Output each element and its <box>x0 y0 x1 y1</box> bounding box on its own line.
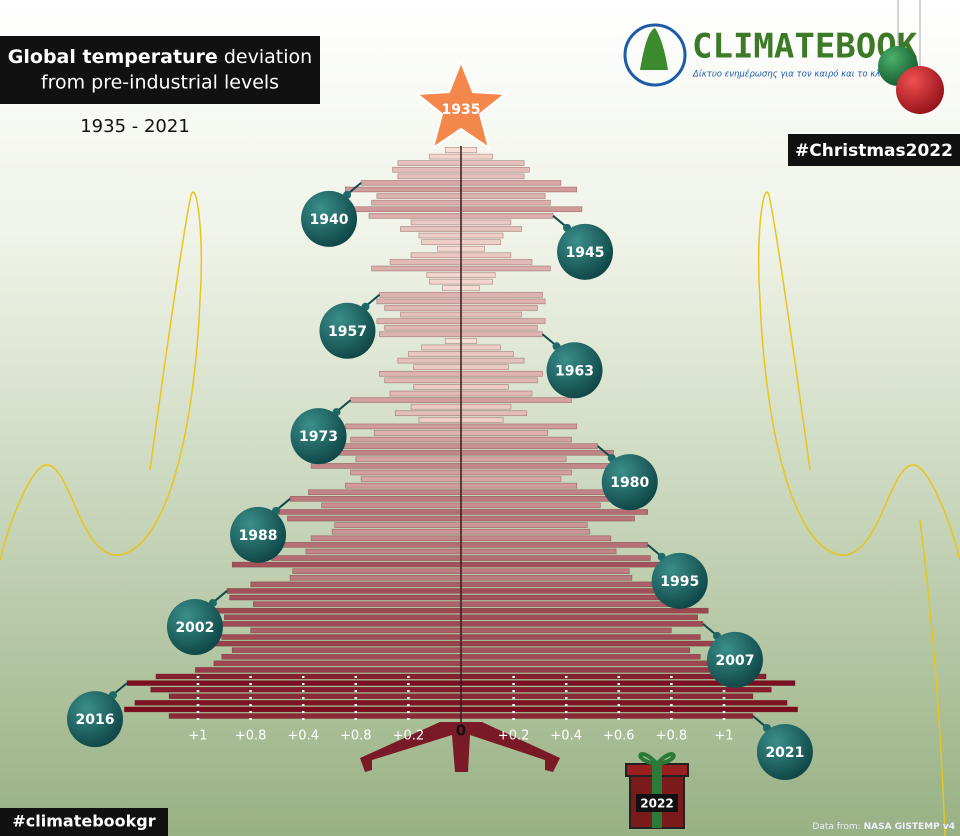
ornament <box>166 598 223 655</box>
source: Data from: NASA GISTEMP v4 <box>812 822 955 832</box>
title-box <box>0 36 320 104</box>
ornament-hook <box>552 215 566 227</box>
ornament-hook <box>541 333 556 346</box>
ornament-label: 1988 <box>239 528 278 544</box>
ornament <box>230 506 287 563</box>
x-tick-label: +0.2 <box>393 729 425 744</box>
ornament-label: 1957 <box>328 324 367 340</box>
ornament-label: 2016 <box>76 712 115 728</box>
ornament-label: 2007 <box>715 653 754 669</box>
hashtag-top: #Christmas2022 <box>795 141 953 161</box>
title-bold: Global temperature <box>8 46 218 68</box>
logo-tagline: Δίκτυο ενημέρωσης για τον καιρό και το κ… <box>692 69 895 80</box>
x-tick-label: +1 <box>714 729 733 744</box>
ornament-label: 1945 <box>566 245 605 261</box>
ornament <box>601 454 658 511</box>
x-tick-label: 0 <box>456 722 466 740</box>
ornament-label: 1963 <box>555 363 594 379</box>
overlay: +1 +0.8 +0.4 +0.8 +0.2 0 +0.2 +0.4 +0.6 +0.8 +1 194… <box>66 182 813 780</box>
ornament-label: 1940 <box>310 212 349 228</box>
ornament <box>557 223 614 280</box>
x-tick-label: +0.4 <box>287 729 319 744</box>
hashtag-bottom: #climatebookgr <box>12 812 155 831</box>
ornament <box>66 691 123 748</box>
ornament <box>546 342 603 399</box>
star-label: 1935 <box>442 102 481 118</box>
ornament-label: 1973 <box>299 429 338 445</box>
ornament-hook <box>214 590 228 602</box>
ornament-hook <box>337 399 352 411</box>
chart-title: Global temperature deviation <box>8 46 312 68</box>
tree-stand <box>360 722 560 772</box>
ornament <box>756 724 813 780</box>
chart-subtitle: 1935 - 2021 <box>80 116 190 137</box>
hashtag-box <box>788 134 960 166</box>
ornament-label: 1980 <box>610 475 649 491</box>
hashtag-box <box>0 808 168 836</box>
x-tick-label: +1 <box>188 729 207 744</box>
gift <box>625 752 689 829</box>
x-tick-label: +0.8 <box>656 729 688 744</box>
source-prefix: Data from: <box>812 822 860 832</box>
ornament-hook <box>597 445 611 457</box>
x-tick-label: +0.8 <box>235 729 267 744</box>
star <box>414 59 508 151</box>
ornament <box>290 408 347 465</box>
title-rest: deviation <box>224 46 312 68</box>
chart-title-line2: from pre-industrial levels <box>41 72 279 94</box>
decoration-balls <box>878 0 944 114</box>
x-tick-label: +0.6 <box>603 729 635 744</box>
ornament-hook <box>114 682 128 694</box>
logo: CLIMATEBOOK Δίκτυο ενημέρωσης για τον κα… <box>623 23 918 87</box>
garland <box>0 191 960 836</box>
logo-icon <box>623 23 687 87</box>
ornament-hook <box>277 498 291 510</box>
gift-label: 2022 <box>640 797 673 811</box>
ornament <box>651 552 708 609</box>
ornament-label: 2021 <box>765 745 804 761</box>
x-tick-label: +0.4 <box>550 729 582 744</box>
ornament-hook <box>348 182 362 194</box>
ornament-hook <box>647 544 661 556</box>
x-tick-label: +0.8 <box>340 729 372 744</box>
logo-tree <box>640 28 668 70</box>
ornament <box>706 631 763 688</box>
ornament-hook <box>366 294 381 306</box>
ornament <box>319 302 376 359</box>
ornament-hook <box>702 623 716 635</box>
source-name: NASA GISTEMP v4 <box>864 822 955 832</box>
ornament-hook <box>752 715 766 727</box>
ornament-label: 1995 <box>660 574 699 590</box>
x-tick-label: +0.2 <box>498 729 530 744</box>
ornament-label: 2002 <box>175 620 214 636</box>
ornament <box>301 190 358 247</box>
